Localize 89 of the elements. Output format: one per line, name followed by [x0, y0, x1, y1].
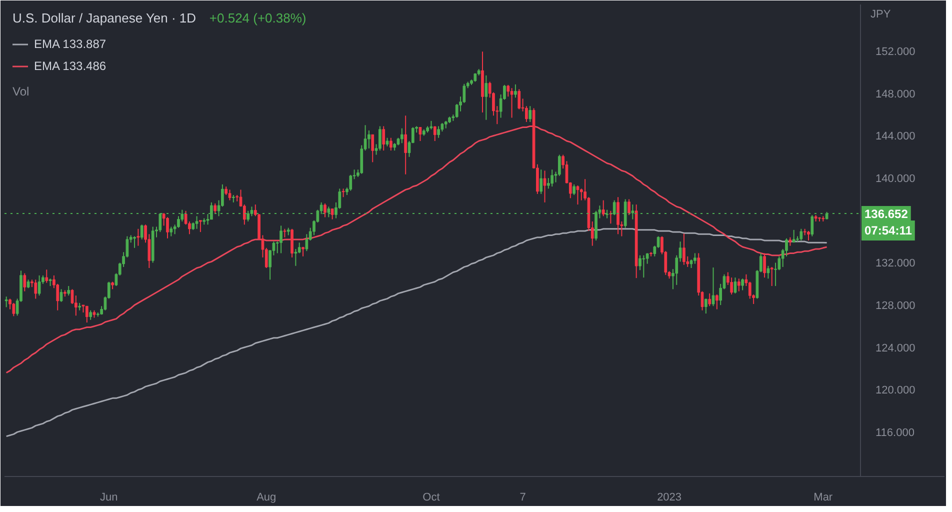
candlestick	[766, 265, 770, 280]
candlestick	[214, 202, 217, 215]
candlestick	[23, 272, 26, 292]
candlestick	[170, 226, 173, 237]
x-tick-label: 7	[520, 492, 526, 504]
candlestick	[290, 228, 294, 258]
x-tick-label: Aug	[256, 492, 276, 504]
candlestick	[166, 216, 169, 239]
x-tick-label: Mar	[814, 492, 833, 504]
y-tick-label: 128.000	[876, 300, 916, 312]
candlestick	[514, 84, 517, 98]
candlestick	[800, 228, 803, 241]
annotation: Vol	[12, 84, 30, 98]
y-tick-label: 120.000	[876, 384, 916, 397]
candlestick	[572, 184, 576, 196]
candlestick	[540, 169, 543, 194]
candlestick	[330, 208, 334, 220]
candlestick	[694, 252, 696, 264]
text: 07:54:11	[864, 223, 912, 238]
candlestick	[810, 214, 814, 237]
candlestick	[382, 126, 386, 152]
y-axis-title: JPY	[870, 8, 892, 20]
candlestick	[628, 198, 630, 216]
candlestick	[510, 88, 514, 118]
candlestick	[437, 126, 440, 138]
candlestick	[85, 306, 88, 324]
candlestick	[4, 296, 8, 308]
candlestick	[305, 234, 308, 252]
candlestick	[324, 202, 326, 218]
y-tick-label: 152.000	[876, 46, 916, 58]
candlestick	[294, 248, 298, 266]
candlestick	[199, 220, 202, 233]
candlestick	[682, 233, 686, 266]
candlestick	[400, 128, 404, 144]
candlestick	[715, 294, 718, 310]
candlestick	[34, 279, 38, 300]
candlestick	[646, 252, 649, 264]
candlestick	[298, 242, 301, 254]
x-tick-label: 2023	[657, 492, 682, 504]
candlestick	[349, 174, 352, 192]
candlestick	[807, 230, 810, 241]
candlestick	[642, 254, 646, 278]
candlestick	[741, 278, 744, 291]
y-tick-label: 148.000	[876, 88, 916, 100]
candlestick	[371, 134, 374, 163]
candlestick	[133, 236, 136, 248]
candlestick	[704, 298, 708, 314]
candlestick	[712, 266, 715, 307]
candlestick	[195, 216, 198, 230]
annotation: +0.524 (+0.38%)	[209, 10, 306, 26]
candlestick	[378, 126, 382, 152]
candlestick	[506, 84, 510, 98]
candlestick	[389, 137, 392, 152]
x-tick-label: Jun	[100, 492, 118, 504]
line-series	[6, 125, 828, 374]
candlestick	[140, 224, 144, 240]
candlestick	[280, 225, 282, 254]
candlestick	[484, 74, 488, 120]
line-series	[6, 228, 828, 438]
ref-line-label: 136.652	[864, 206, 908, 221]
text: U.S. Dollar / Japanese Yen · 1D	[12, 10, 196, 26]
candlestick	[404, 115, 408, 175]
candlestick	[770, 266, 774, 287]
candlestick	[550, 169, 554, 188]
x-tick-label: Oct	[422, 492, 440, 504]
candlestick	[89, 310, 92, 320]
candlestick	[228, 189, 232, 201]
candlestick	[576, 184, 580, 206]
candlestick	[38, 274, 41, 296]
candlestick	[433, 126, 436, 142]
candlestick	[708, 292, 712, 307]
y-tick-label: 132.000	[876, 258, 916, 270]
candlestick	[12, 302, 16, 317]
y-tick-label: 140.000	[876, 173, 916, 186]
candlestick	[136, 228, 140, 246]
y-tick-label: 144.000	[876, 130, 916, 143]
candlestick	[528, 106, 532, 122]
y-tick-label: 116.000	[876, 427, 914, 440]
candlestick	[45, 269, 48, 284]
candlestick	[518, 88, 521, 110]
y-tick-label: 124.000	[876, 342, 916, 354]
candlestick	[737, 278, 740, 292]
legend-label: EMA 133.486	[34, 58, 106, 74]
candlestick	[602, 200, 605, 217]
candlestick	[792, 229, 796, 244]
candlestick	[763, 252, 766, 278]
legend-label: EMA 133.887	[34, 36, 106, 52]
candlestick	[67, 286, 70, 296]
candlestick	[616, 196, 620, 235]
